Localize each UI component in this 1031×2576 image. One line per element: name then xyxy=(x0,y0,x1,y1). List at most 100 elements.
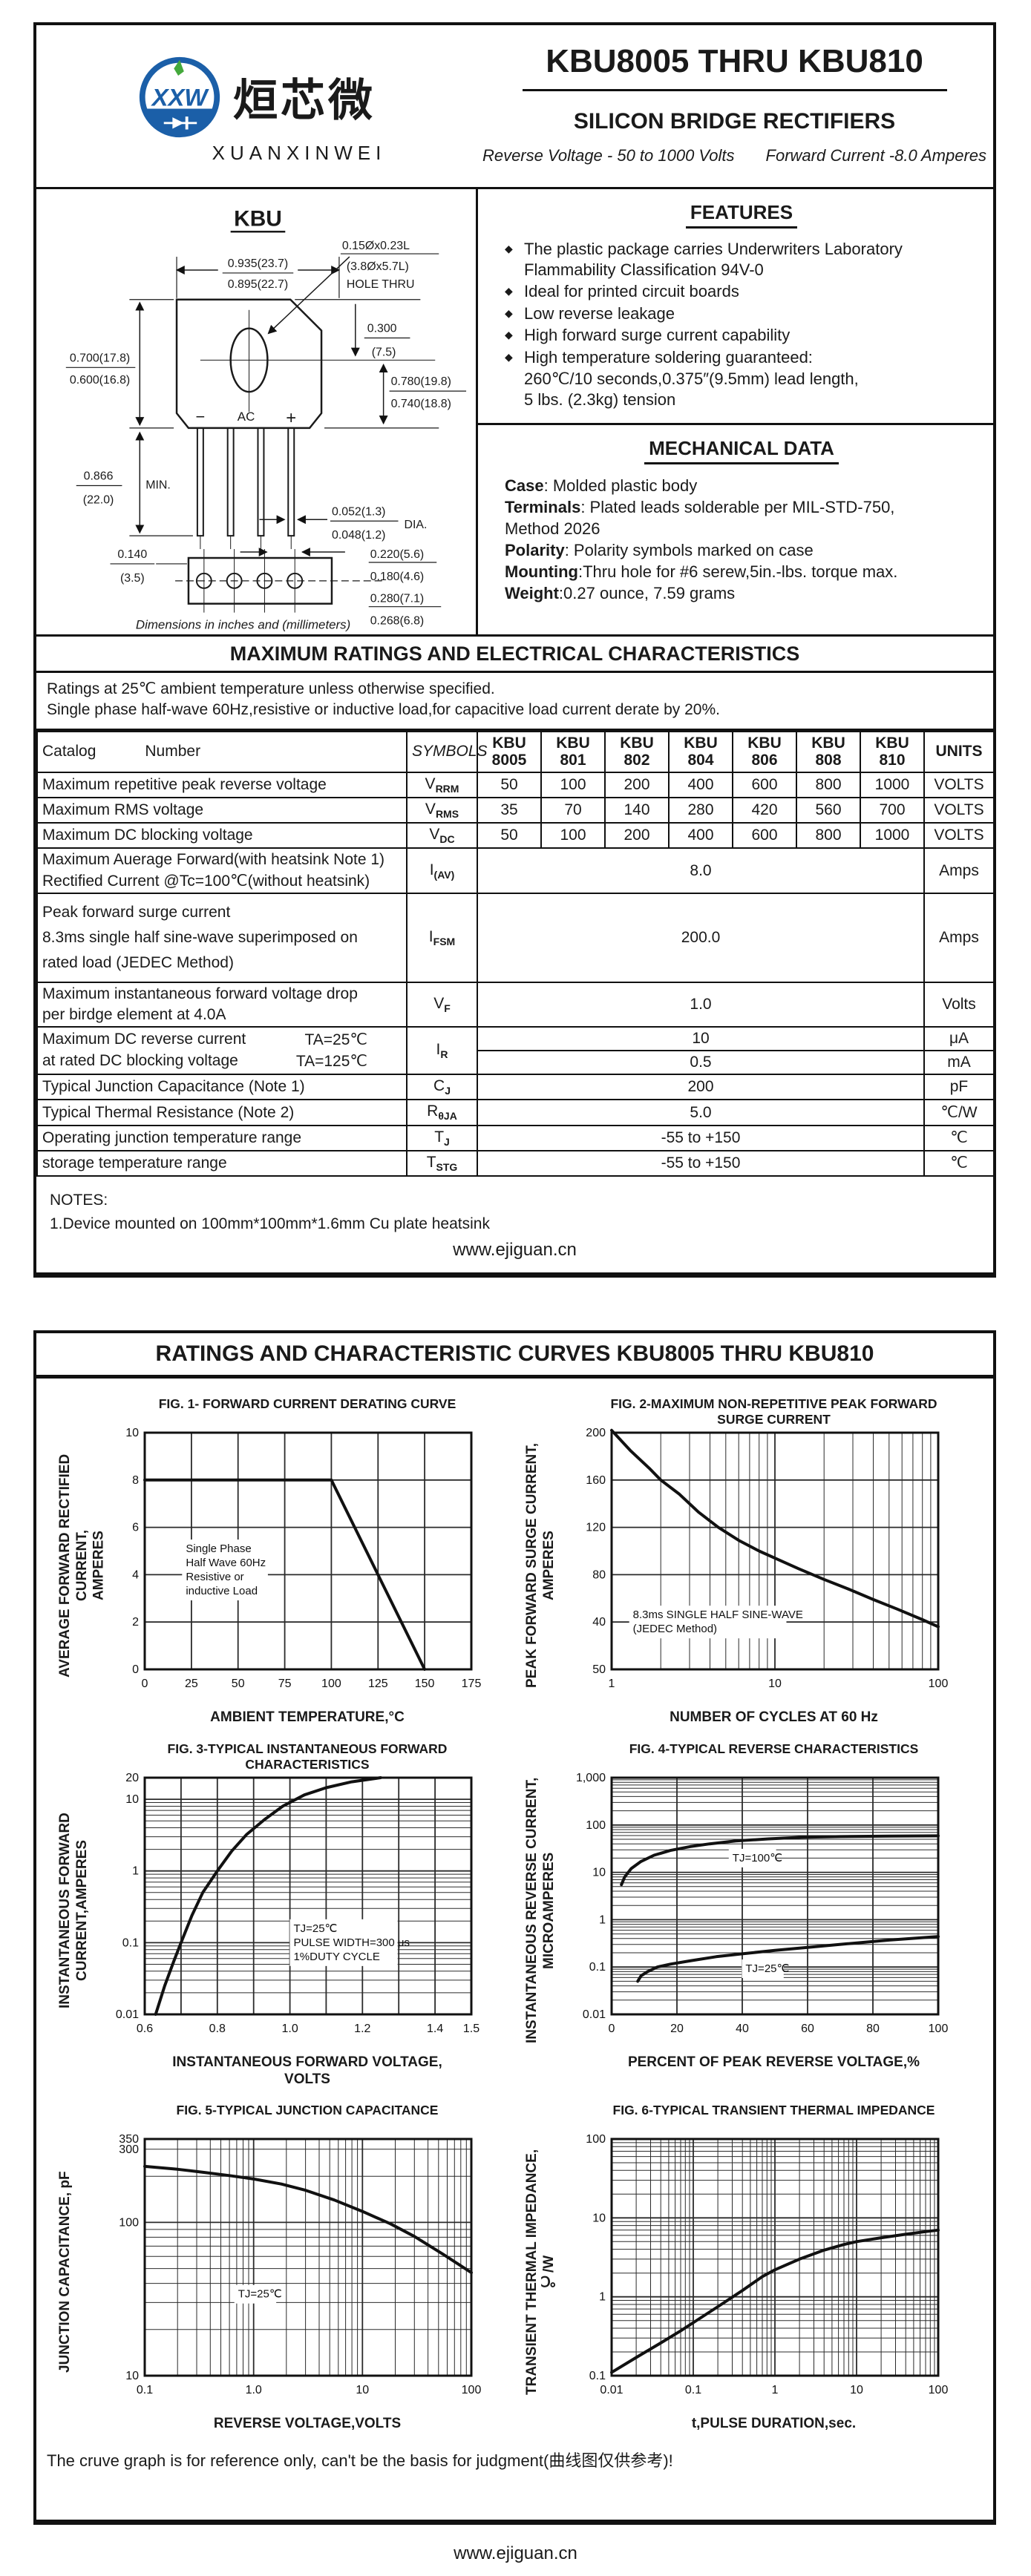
x-tick-label: 0.1 xyxy=(137,2384,153,2396)
units-header: UNITS xyxy=(923,730,995,773)
figure-6-title: FIG. 6-TYPICAL TRANSIENT THERMAL IMPEDAN… xyxy=(612,2103,935,2118)
curves-band-title: RATINGS AND CHARACTERISTIC CURVES KBU800… xyxy=(36,1333,993,1379)
dim-lead-dia-min: 0.048(1.2) xyxy=(332,529,386,542)
y-tick-label: 0.1 xyxy=(589,1961,605,1974)
annotation-text: inductive Load xyxy=(186,1585,258,1597)
figure-6-ylabel: TRANSIENT THERMAL IMPEDANCE, ℃/W xyxy=(523,2149,557,2395)
dim-body-height-min: 0.600(16.8) xyxy=(70,374,130,387)
mech-desc: :0.27 ounce, 7.59 grams xyxy=(558,584,736,603)
mech-line: Terminals: Plated leads solderable per M… xyxy=(505,496,978,518)
x-tick-label: 10 xyxy=(356,2384,369,2396)
mech-term: Case xyxy=(505,476,544,495)
plot-border xyxy=(143,1776,473,2016)
mechanical-title: MECHANICAL DATA xyxy=(644,437,839,464)
mechanical-data-section: MECHANICAL DATA Case: Molded plastic bod… xyxy=(478,425,993,634)
table-row: Maximum RMS voltage VRMS 35 70 140 280 420 56… xyxy=(36,796,995,824)
x-tick-label: 100 xyxy=(928,1678,948,1690)
fig-plot-svg: 0.01 0.1 1 10 100 100 10 1 0.1 xyxy=(586,2133,948,2396)
feature-item: ◆ Low reverse leakage xyxy=(505,303,978,324)
feature-item: ◆ Ideal for printed circuit boards xyxy=(505,281,978,302)
table-row: Maximum DC reverse current TA=25℃ at rate… xyxy=(36,1026,995,1076)
table-row: Operating junction temperature range TJ … xyxy=(36,1124,995,1151)
mech-desc: : Molded plastic body xyxy=(543,476,698,495)
device-type-subtitle: SILICON BRIDGE RECTIFIERS xyxy=(573,109,896,134)
series-TJ=100C xyxy=(619,1834,940,1886)
mech-term: Terminals xyxy=(505,498,581,517)
mech-line: Method 2026 xyxy=(505,518,978,539)
dim-lead-length-mm: (22.0) xyxy=(83,493,114,506)
y-tick-label: 1 xyxy=(132,1864,139,1877)
y-tick-label: 1 xyxy=(599,2291,606,2304)
ratings-table: Catalog Number SYMBOLS KBU 8005 KBU 801 KBU… xyxy=(36,730,995,1177)
polarity-plus-label: + xyxy=(286,408,296,428)
figure-3-title: FIG. 3-TYPICAL INSTANTANEOUS FORWARD CHA… xyxy=(167,1741,448,1772)
conditions-line-2: Single phase half-wave 60Hz,resistive or… xyxy=(47,701,720,719)
y-tick-label: 350 xyxy=(119,2134,139,2146)
figure-1: FIG. 1- FORWARD CURRENT DERATING CURVE A… xyxy=(57,1396,514,1726)
x-tick-label: 80 xyxy=(866,2023,880,2035)
model-header: KBU 810 xyxy=(860,730,925,773)
table-header-row: Catalog Number SYMBOLS KBU 8005 KBU 801 KBU… xyxy=(36,730,995,773)
x-tick-label: 1.4 xyxy=(427,2023,443,2035)
y-tick-label: 10 xyxy=(592,2212,606,2225)
y-tick-label: 10 xyxy=(592,1866,606,1879)
y-tick-label: 6 xyxy=(132,1522,139,1534)
x-tick-label: 1.0 xyxy=(246,2384,262,2396)
figure-4: FIG. 4-TYPICAL REVERSE CHARACTERISTICS I… xyxy=(524,1741,981,2089)
diamond-bullet-icon: ◆ xyxy=(505,350,513,363)
ratings-conditions: Ratings at 25℃ ambient temperature unles… xyxy=(36,673,993,731)
table-row: Maximum repetitive peak reverse voltage … xyxy=(36,771,995,798)
model-header: KBU 8005 xyxy=(477,730,542,773)
y-tick-label: 4 xyxy=(132,1568,139,1581)
y-tick-label: 1,000 xyxy=(575,1772,605,1784)
figure-5-ylabel: JUNCTION CAPACITANCE, pF xyxy=(57,2171,73,2373)
x-tick-label: 1.0 xyxy=(281,2023,298,2035)
table-row: Maximum instantaneous forward voltage dr… xyxy=(36,982,995,1028)
dim-hole-size: 0.15Øx0.23L xyxy=(342,240,410,252)
series-forward xyxy=(154,1775,382,2016)
dim-lead-length: 0.866 xyxy=(84,470,114,483)
y-tick-label: 20 xyxy=(125,1772,139,1784)
x-tick-label: 175 xyxy=(462,1678,482,1690)
brand-block: XXW 烜芯微 XUANXINWEI xyxy=(36,25,476,187)
y-tick-label: 160 xyxy=(586,1474,606,1487)
x-tick-label: 75 xyxy=(278,1678,292,1690)
figure-3-plot: 0.6 0.8 1.0 1.2 1.4 1.5 20 10 1 0.1 0.01 TJ=25℃ PULS… xyxy=(96,1772,482,2048)
figure-4-xlabel: PERCENT OF PEAK REVERSE VOLTAGE,% xyxy=(627,2054,920,2070)
y-tick-label: 0.1 xyxy=(122,1936,139,1949)
y-tick-label: 80 xyxy=(592,1568,606,1581)
annotation-box xyxy=(182,1540,268,1601)
max-ratings-band: MAXIMUM RATINGS AND ELECTRICAL CHARACTER… xyxy=(36,637,993,673)
annotation-box xyxy=(728,1848,776,1867)
feature-item: ◆ The plastic package carries Underwriter… xyxy=(505,239,978,280)
annotation-text: (JEDEC Method) xyxy=(632,1623,716,1635)
feature-text: Low reverse leakage xyxy=(524,303,675,323)
mech-term: Weight xyxy=(505,584,559,603)
feature-text: High temperature soldering guaranteed: xyxy=(524,347,813,367)
series-capacitance xyxy=(143,2165,473,2275)
feature-item: ◆ High temperature soldering guaranteed: xyxy=(505,347,978,368)
x-tick-label: 100 xyxy=(928,2023,948,2035)
mech-line: Polarity: Polarity symbols marked on cas… xyxy=(505,539,978,561)
y-tick-label: 120 xyxy=(586,1522,606,1534)
mech-desc: : Plated leads solderable per MIL-STD-75… xyxy=(580,498,895,517)
datasheet-page-2: RATINGS AND CHARACTERISTIC CURVES KBU800… xyxy=(33,1330,996,2525)
series-derating xyxy=(143,1478,427,1671)
diamond-bullet-icon: ◆ xyxy=(505,285,513,297)
table-row: storage temperature range TSTG -55 to +1… xyxy=(36,1149,995,1177)
title-block: KBU8005 THRU KBU810 SILICON BRIDGE RECTI… xyxy=(476,25,993,187)
x-tick-label: 0.1 xyxy=(684,2384,701,2396)
feature-item: ◆ High forward surge current capability xyxy=(505,325,978,346)
dim-hole-thru: HOLE THRU xyxy=(347,278,415,291)
notes-title: NOTES: xyxy=(50,1192,108,1209)
y-tick-label: 100 xyxy=(586,1819,606,1832)
annotation-text: Resistive or xyxy=(186,1571,243,1583)
dim-bottom-offset: 0.140 xyxy=(117,548,147,561)
figure-2-ylabel: PEAK FORWARD SURGE CURRENT, AMPERES xyxy=(523,1442,557,1689)
x-tick-label: 1.5 xyxy=(463,2023,480,2035)
y-tick-label: 0.01 xyxy=(582,2008,605,2021)
figure-2-plot: 1 10 100 200 160 120 80 40 50 8.3ms SINGLE HALF S… xyxy=(563,1427,949,1703)
ratings-tagline: Reverse Voltage - 50 to 1000 Volts Forwar… xyxy=(476,146,993,165)
annotation-text: 8.3ms SINGLE HALF SINE-WAVE xyxy=(632,1609,802,1621)
mech-line: Weight:0.27 ounce, 7.59 grams xyxy=(505,582,978,604)
